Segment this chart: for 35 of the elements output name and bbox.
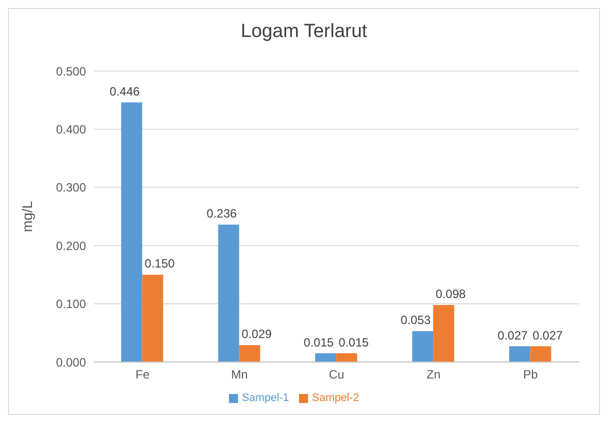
data-label: 0.150 — [144, 256, 175, 271]
bar — [509, 346, 530, 362]
y-tick-label: 0.200 — [56, 238, 86, 253]
bar — [530, 346, 552, 362]
y-tick-label: 0.400 — [56, 122, 86, 136]
y-tick-label: 0.100 — [56, 297, 86, 312]
bar — [336, 353, 358, 362]
data-label: 0.098 — [436, 286, 466, 301]
data-label: 0.027 — [498, 328, 528, 342]
bar — [315, 353, 336, 362]
x-tick-label: Cu — [328, 368, 344, 382]
x-tick-label: Pb — [523, 368, 538, 382]
data-label: 0.236 — [206, 206, 237, 221]
x-tick-label: Fe — [135, 368, 150, 382]
y-tick-label: 0.300 — [56, 180, 86, 195]
x-tick-label: Mn — [231, 368, 248, 382]
bar — [218, 224, 240, 362]
data-label: 0.446 — [110, 84, 140, 98]
chart-title: Logam Terlarut — [240, 21, 368, 43]
bar — [142, 274, 164, 362]
data-label: 0.027 — [532, 328, 563, 342]
data-label: 0.029 — [242, 327, 272, 342]
y-axis-title: mg/L — [18, 200, 35, 232]
y-tick-label: 0.000 — [56, 355, 86, 370]
legend-label: Sampel-1 — [242, 392, 289, 404]
data-label: 0.015 — [304, 335, 334, 350]
legend-label: Sampel-2 — [312, 392, 360, 404]
bar — [412, 331, 434, 362]
y-tick-label: 0.500 — [56, 64, 86, 78]
bar — [239, 345, 260, 362]
bar — [433, 304, 454, 362]
data-label: 0.015 — [338, 335, 369, 350]
data-label: 0.053 — [400, 313, 431, 328]
bar — [121, 102, 142, 362]
x-tick-label: Zn — [426, 368, 441, 382]
